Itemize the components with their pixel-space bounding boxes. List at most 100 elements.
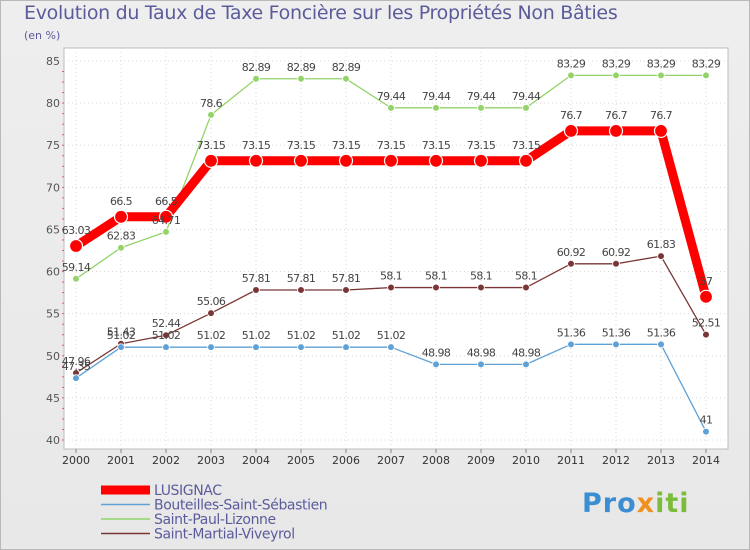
legend-label-2: Saint-Paul-Lizonne bbox=[154, 512, 276, 528]
logo-part-2: x bbox=[636, 488, 656, 519]
series-point-0 bbox=[293, 153, 309, 168]
y-tick-label: 65 bbox=[46, 223, 60, 236]
series-point-2 bbox=[162, 228, 170, 236]
data-label-0: 73.15 bbox=[377, 139, 406, 152]
series-point-2 bbox=[117, 243, 125, 252]
series-point-3 bbox=[207, 309, 215, 317]
data-label-1: 51.36 bbox=[557, 326, 586, 339]
x-tick-label: 2006 bbox=[332, 454, 360, 467]
series-point-3 bbox=[567, 260, 575, 268]
series-point-0 bbox=[563, 123, 579, 139]
data-label-2: 79.44 bbox=[422, 90, 451, 103]
y-tick-label: 55 bbox=[46, 308, 60, 321]
series-point-2 bbox=[207, 111, 215, 119]
data-label-0: 63.03 bbox=[62, 224, 91, 237]
data-label-2: 64.71 bbox=[152, 214, 181, 227]
series-point-0 bbox=[248, 153, 264, 168]
data-label-1: 51.36 bbox=[602, 326, 631, 339]
series-point-3 bbox=[657, 252, 665, 260]
series-point-2 bbox=[387, 104, 395, 112]
data-label-2: 83.29 bbox=[557, 57, 586, 70]
series-point-0 bbox=[608, 123, 624, 139]
series-point-2 bbox=[72, 274, 80, 283]
series-point-3 bbox=[522, 283, 530, 292]
series-point-1 bbox=[432, 360, 440, 369]
y-tick-label: 85 bbox=[46, 55, 60, 68]
data-label-1: 51.02 bbox=[287, 329, 316, 342]
data-label-3: 55.06 bbox=[197, 295, 226, 308]
series-point-3 bbox=[477, 283, 485, 292]
data-label-2: 83.29 bbox=[692, 57, 721, 70]
x-tick-label: 2004 bbox=[242, 454, 270, 467]
y-tick-label: 70 bbox=[46, 181, 60, 194]
series-point-0 bbox=[338, 153, 354, 168]
data-label-1: 41 bbox=[700, 414, 713, 427]
data-label-0: 73.15 bbox=[422, 139, 451, 152]
series-point-3 bbox=[162, 331, 170, 340]
logo-part-1: Pro bbox=[582, 488, 637, 519]
data-label-3: 60.92 bbox=[602, 246, 631, 259]
y-tick-label: 80 bbox=[46, 97, 60, 110]
y-axis-unit: (en %) bbox=[24, 29, 61, 42]
series-point-2 bbox=[252, 74, 260, 83]
data-label-1: 51.02 bbox=[377, 329, 406, 342]
data-label-2: 79.44 bbox=[377, 90, 406, 103]
y-tick-label: 40 bbox=[46, 434, 60, 447]
series-point-2 bbox=[432, 104, 440, 112]
x-tick-label: 2000 bbox=[62, 454, 90, 467]
data-label-1: 51.02 bbox=[152, 329, 181, 342]
x-tick-label: 2013 bbox=[647, 454, 675, 467]
data-label-1: 51.02 bbox=[332, 329, 361, 342]
logo-part-3: iti bbox=[655, 488, 690, 519]
series-point-3 bbox=[387, 283, 395, 292]
series-point-2 bbox=[567, 71, 575, 80]
data-label-0: 73.15 bbox=[197, 139, 226, 152]
data-label-0: 57 bbox=[700, 275, 713, 288]
series-point-1 bbox=[252, 343, 260, 351]
series-point-2 bbox=[477, 104, 485, 112]
series-point-2 bbox=[702, 71, 710, 80]
series-point-0 bbox=[428, 153, 444, 168]
series-point-1 bbox=[522, 360, 530, 369]
plot-area bbox=[63, 47, 729, 450]
data-label-0: 76.7 bbox=[650, 109, 673, 122]
series-point-2 bbox=[522, 104, 530, 112]
series-point-3 bbox=[612, 260, 620, 268]
series-point-3 bbox=[342, 286, 350, 294]
data-label-3: 57.81 bbox=[242, 272, 271, 285]
data-label-0: 66.5 bbox=[110, 195, 133, 208]
series-point-1 bbox=[567, 340, 575, 349]
x-tick-label: 2012 bbox=[602, 454, 630, 467]
series-point-0 bbox=[653, 123, 669, 139]
series-point-0 bbox=[383, 153, 399, 168]
data-label-2: 79.44 bbox=[512, 90, 541, 103]
data-label-2: 82.89 bbox=[242, 61, 271, 74]
data-label-3: 52.51 bbox=[692, 317, 721, 330]
data-label-0: 66.5 bbox=[155, 195, 178, 208]
data-label-0: 73.15 bbox=[287, 139, 316, 152]
x-tick-label: 2010 bbox=[512, 454, 540, 467]
y-tick-label: 50 bbox=[46, 350, 60, 363]
data-label-3: 58.1 bbox=[515, 270, 537, 283]
data-label-3: 58.1 bbox=[380, 270, 402, 283]
data-label-1: 51.36 bbox=[647, 326, 676, 339]
series-point-0 bbox=[68, 238, 84, 254]
series-point-2 bbox=[297, 74, 305, 83]
data-label-2: 82.89 bbox=[332, 61, 361, 74]
data-label-3: 58.1 bbox=[470, 270, 492, 283]
data-label-2: 83.29 bbox=[602, 57, 631, 70]
legend-label-0: LUSIGNAC bbox=[154, 483, 222, 499]
series-point-2 bbox=[342, 74, 350, 83]
data-label-2: 83.29 bbox=[647, 57, 676, 70]
series-point-0 bbox=[518, 153, 534, 168]
data-label-3: 61.83 bbox=[647, 238, 676, 251]
series-point-0 bbox=[113, 209, 129, 224]
x-tick-label: 2007 bbox=[377, 454, 405, 467]
data-label-2: 78.6 bbox=[200, 97, 223, 110]
data-label-1: 51.02 bbox=[197, 329, 226, 342]
y-tick-label: 60 bbox=[46, 266, 60, 279]
series-point-2 bbox=[612, 71, 620, 80]
series-point-1 bbox=[297, 343, 305, 351]
data-label-3: 52.44 bbox=[152, 317, 181, 330]
data-label-3: 57.81 bbox=[287, 272, 316, 285]
